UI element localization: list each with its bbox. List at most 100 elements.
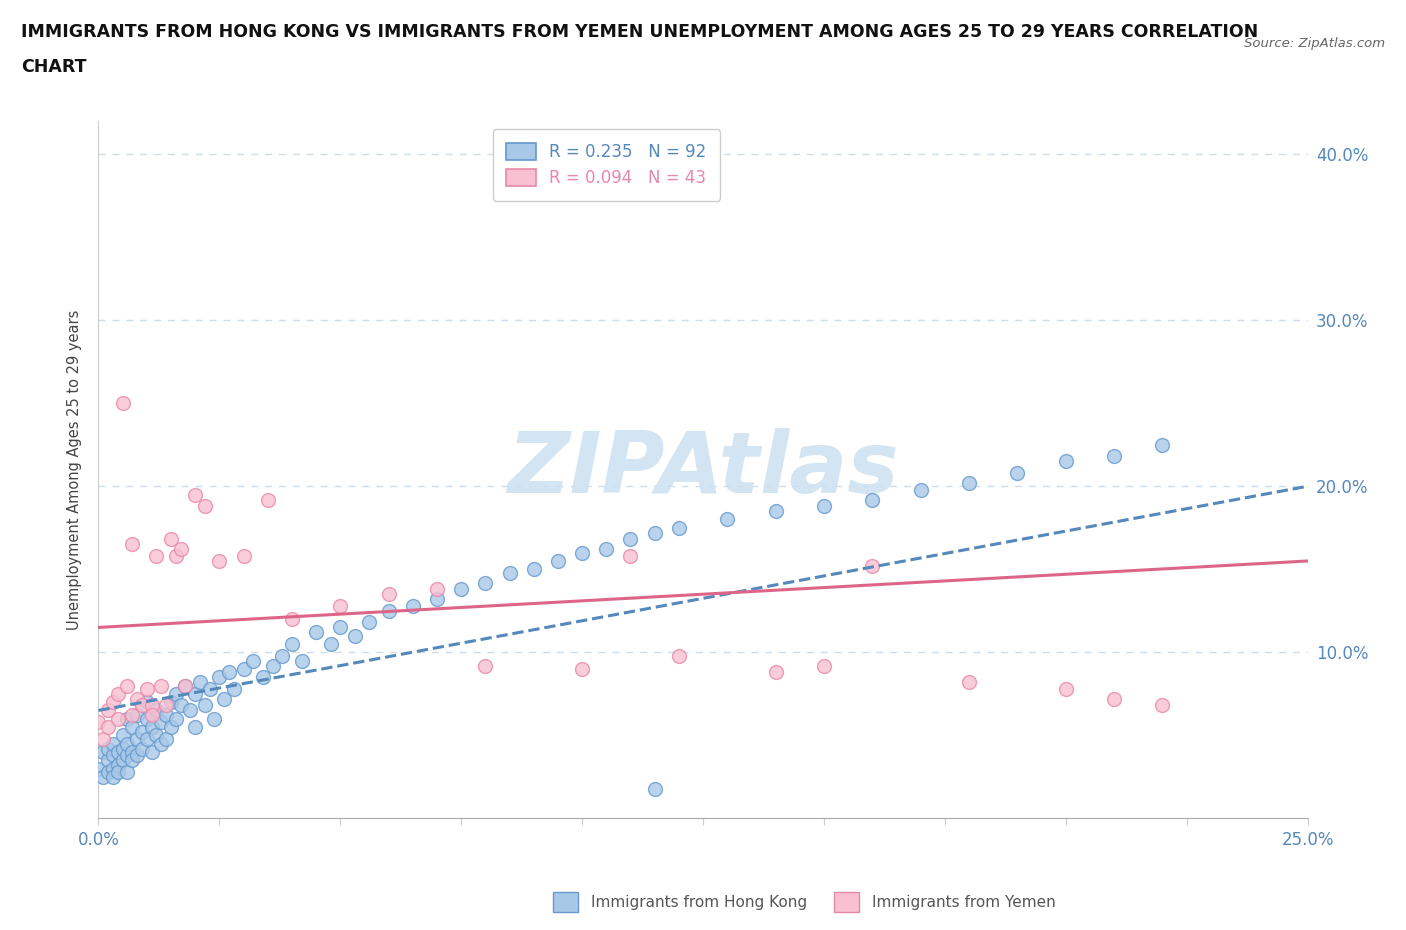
Point: [160, 532, 183, 547]
Point: [271, 648, 294, 663]
Point: [184, 686, 207, 701]
Point: [426, 582, 449, 597]
Point: [145, 728, 167, 743]
Point: [204, 711, 226, 726]
Point: [169, 698, 191, 713]
Point: [402, 598, 425, 613]
Point: [101, 748, 124, 763]
Point: [281, 612, 304, 627]
Point: [107, 764, 129, 779]
Point: [87, 761, 110, 776]
Point: [97, 753, 120, 768]
Point: [155, 731, 177, 746]
Point: [281, 637, 304, 652]
Text: Immigrants from Yemen: Immigrants from Yemen: [872, 895, 1056, 910]
Point: [242, 653, 264, 668]
Point: [644, 781, 666, 796]
Point: [547, 553, 569, 568]
Point: [165, 711, 187, 726]
Point: [91, 731, 114, 746]
Point: [150, 714, 173, 729]
Point: [305, 625, 328, 640]
Point: [121, 745, 143, 760]
Point: [252, 670, 274, 684]
Point: [571, 661, 593, 676]
Point: [1054, 454, 1077, 469]
Point: [290, 653, 312, 668]
Point: [232, 661, 254, 676]
Point: [127, 748, 149, 763]
Point: [619, 549, 641, 564]
Point: [174, 678, 197, 693]
Point: [117, 748, 139, 763]
Point: [131, 741, 153, 756]
Point: [212, 691, 235, 706]
Point: [97, 703, 120, 718]
Point: [135, 682, 157, 697]
Point: [131, 698, 153, 713]
Point: [208, 670, 231, 684]
Point: [184, 720, 207, 735]
Point: [117, 678, 139, 693]
Point: [329, 598, 352, 613]
Point: [218, 665, 240, 680]
Point: [1102, 691, 1125, 706]
Point: [860, 559, 883, 574]
Point: [174, 678, 197, 693]
Point: [155, 708, 177, 723]
Point: [160, 695, 183, 710]
Point: [160, 720, 183, 735]
Point: [97, 720, 120, 735]
Point: [145, 703, 167, 718]
Point: [813, 498, 835, 513]
Point: [377, 587, 399, 602]
Point: [107, 711, 129, 726]
Point: [668, 521, 690, 536]
Point: [97, 741, 120, 756]
Point: [127, 708, 149, 723]
Point: [262, 658, 284, 673]
Point: [101, 769, 124, 784]
Point: [474, 575, 496, 590]
Point: [194, 498, 217, 513]
Point: [145, 549, 167, 564]
Point: [101, 737, 124, 751]
Point: [860, 492, 883, 507]
Point: [523, 562, 546, 577]
Point: [619, 532, 641, 547]
Point: [198, 682, 221, 697]
Point: [111, 728, 134, 743]
Point: [194, 698, 217, 713]
Point: [343, 629, 366, 644]
Point: [813, 658, 835, 673]
Point: [1007, 466, 1029, 481]
Point: [101, 695, 124, 710]
Point: [595, 542, 617, 557]
Point: [957, 475, 980, 490]
Point: [107, 758, 129, 773]
Point: [87, 714, 110, 729]
Y-axis label: Unemployment Among Ages 25 to 29 years: Unemployment Among Ages 25 to 29 years: [67, 310, 83, 630]
Text: CHART: CHART: [21, 58, 87, 75]
Point: [716, 512, 738, 527]
Point: [121, 720, 143, 735]
Legend: R = 0.235   N = 92, R = 0.094   N = 43: R = 0.235 N = 92, R = 0.094 N = 43: [492, 129, 720, 201]
Point: [135, 695, 157, 710]
Point: [474, 658, 496, 673]
Point: [101, 761, 124, 776]
Point: [97, 764, 120, 779]
Point: [135, 731, 157, 746]
Point: [668, 648, 690, 663]
Point: [1054, 682, 1077, 697]
Point: [188, 675, 211, 690]
Point: [169, 542, 191, 557]
Point: [107, 745, 129, 760]
Point: [135, 711, 157, 726]
Point: [765, 504, 787, 519]
Point: [910, 482, 932, 497]
Point: [377, 604, 399, 618]
Point: [165, 549, 187, 564]
Point: [141, 720, 163, 735]
Point: [150, 737, 173, 751]
Point: [765, 665, 787, 680]
